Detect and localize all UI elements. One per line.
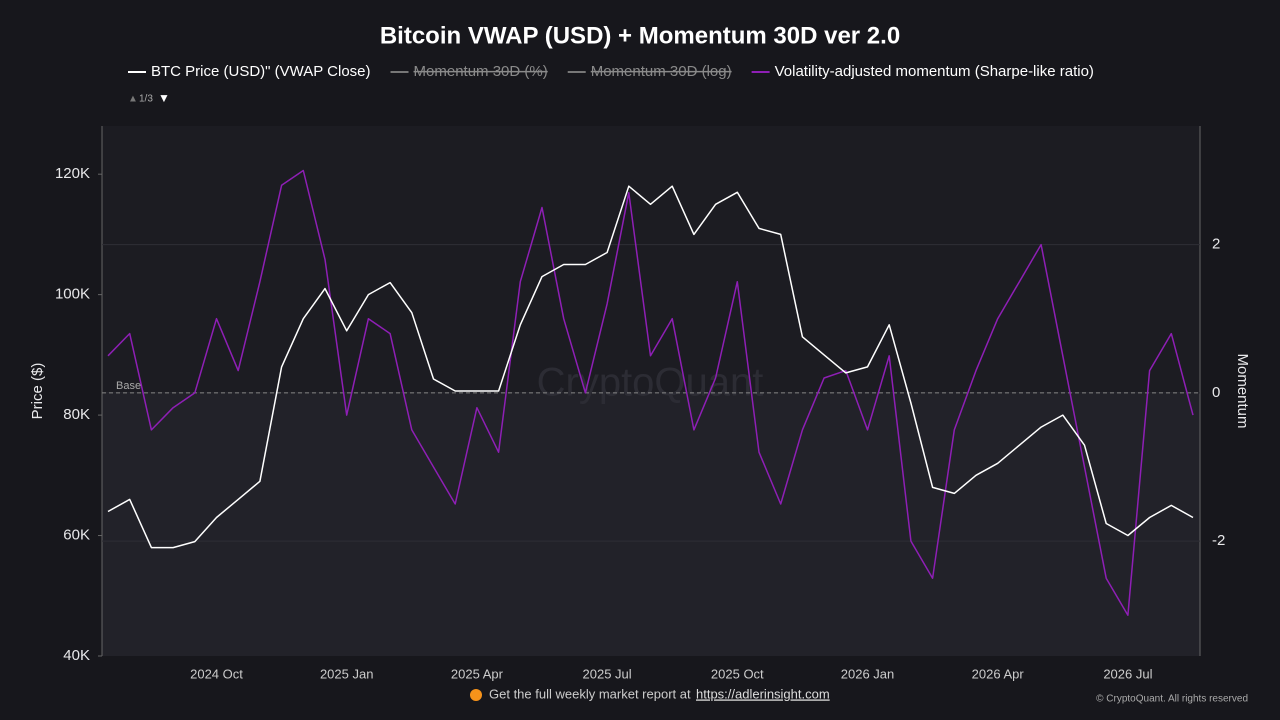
legend-label[interactable]: BTC Price (USD)" (VWAP Close) [151, 63, 371, 80]
chart-title: Bitcoin VWAP (USD) + Momentum 30D ver 2.… [380, 22, 900, 49]
copyright: © CryptoQuant. All rights reserved [1096, 694, 1248, 705]
series-line [107, 169, 1194, 616]
y2-tick-label: 0 [1212, 384, 1220, 401]
x-tick-label: 2025 Oct [711, 666, 764, 681]
plot-lower-area [102, 394, 1200, 656]
x-tick-label: 2026 Apr [972, 666, 1025, 681]
x-tick-label: 2025 Jan [320, 666, 374, 681]
y2-tick-label: -2 [1212, 532, 1225, 549]
y-tick-label: 120K [55, 165, 90, 182]
legend-label[interactable]: Momentum 30D (log) [591, 63, 732, 80]
base-label: Base [116, 380, 141, 392]
y-tick-label: 100K [55, 286, 90, 303]
y2-tick-label: 2 [1212, 236, 1220, 253]
legend-label[interactable]: Momentum 30D (%) [414, 63, 548, 80]
legend-label[interactable]: Volatility-adjusted momentum (Sharpe-lik… [775, 63, 1094, 80]
legend-pager-up[interactable]: ▲ [128, 94, 138, 105]
y-tick-label: 80K [63, 406, 90, 423]
watermark: CryptoQuant [537, 361, 764, 405]
x-tick-label: 2026 Jan [841, 666, 895, 681]
x-tick-label: 2025 Apr [451, 666, 504, 681]
legend: BTC Price (USD)" (VWAP Close) Momentum 30… [128, 63, 1094, 80]
y2-axis-title: Momentum [1234, 353, 1251, 428]
y-tick-label: 60K [63, 527, 90, 544]
y-axis-title: Price ($) [29, 363, 46, 420]
x-tick-label: 2026 Jul [1103, 666, 1152, 681]
x-tick-label: 2025 Jul [583, 666, 632, 681]
footer-icon [470, 689, 482, 701]
y-tick-label: 40K [63, 647, 90, 664]
series-line [107, 185, 1194, 549]
footer-link[interactable]: https://adlerinsight.com [696, 686, 830, 701]
x-tick-label: 2024 Oct [190, 666, 243, 681]
footer-text: Get the full weekly market report at [489, 686, 691, 701]
legend-pager-down[interactable]: ▼ [158, 91, 170, 105]
legend-pager: 1/3 [139, 94, 153, 105]
